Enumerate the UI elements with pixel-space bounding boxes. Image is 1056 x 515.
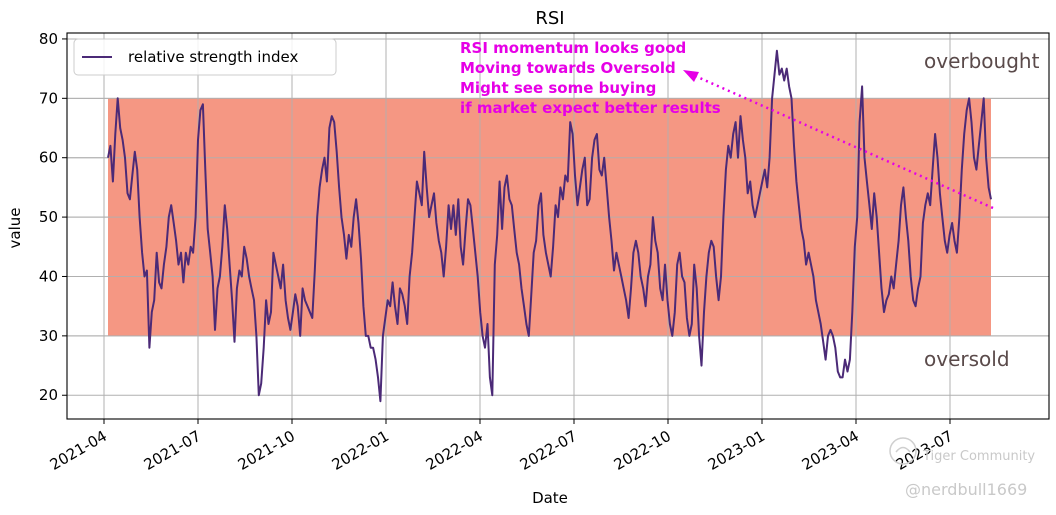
y-axis: 20 30 40 50 60 70 80 [39,30,67,404]
oversold-label: oversold [924,347,1010,371]
y-axis-label: value [6,208,24,249]
y-tick-label: 40 [39,267,58,285]
annotation-line-1: RSI momentum looks good [460,39,686,57]
y-tick-label: 50 [39,208,58,226]
x-tick-label: 2021-07 [141,427,204,474]
annotation-arrow-head [683,70,699,82]
plot-frame [66,32,1050,420]
watermark: Tiger Community @nerdbull1669 [889,437,1035,499]
x-axis: 2021-04 2021-07 2021-10 2022-01 2022-04 2022-… [47,419,956,474]
annotation-arrow-line [692,73,994,210]
x-tick-label: 2021-10 [235,427,298,474]
annotation-line-4: if market expect better results [460,99,721,117]
overbought-label: overbought [924,49,1040,73]
gridlines-over-band [67,33,1049,419]
x-tick-label: 2022-01 [329,427,392,474]
annotation: RSI momentum looks good Moving towards O… [460,39,994,210]
y-tick-label: 80 [39,30,58,48]
x-tick-label: 2023-01 [705,427,768,474]
x-tick-label: 2022-04 [423,427,486,474]
tiger-logo-icon [889,437,917,465]
legend: relative strength index [73,38,337,76]
x-axis-label: Date [532,489,568,507]
x-tick-label: 2022-10 [611,427,674,474]
y-tick-label: 60 [39,149,58,167]
annotation-line-3: Might see some buying [460,79,656,97]
x-tick-label: 2021-04 [47,427,110,474]
y-tick-label: 70 [39,89,58,107]
watermark-brand: Tiger Community [922,449,1035,464]
legend-label: relative strength index [128,48,298,66]
watermark-handle: @nerdbull1669 [905,480,1027,499]
x-tick-label: 2022-07 [517,427,580,474]
x-tick-label: 2023-04 [799,427,862,474]
y-tick-label: 20 [39,386,58,404]
annotation-line-2: Moving towards Oversold [460,59,676,77]
rsi-series-line [107,49,992,403]
y-tick-label: 30 [39,327,58,345]
chart-title: RSI [535,8,564,29]
